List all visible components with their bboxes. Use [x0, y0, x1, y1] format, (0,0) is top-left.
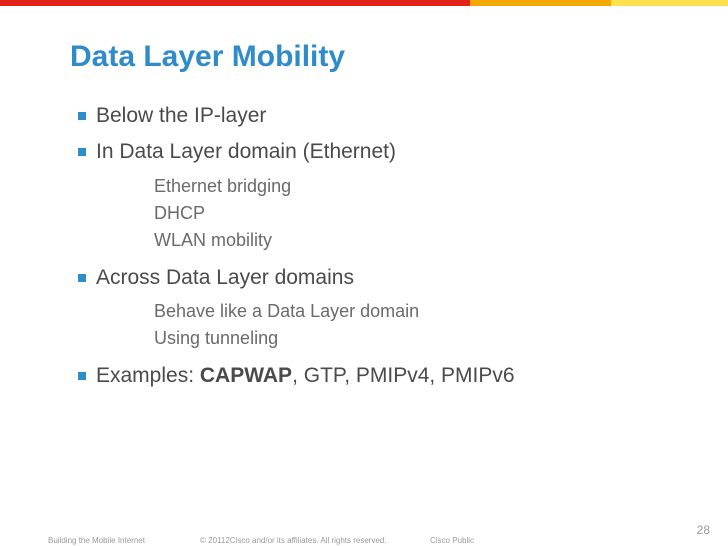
bar-segment-yellow: [611, 0, 728, 6]
footer-classification: Cisco Public: [430, 536, 474, 545]
sub-bullet-item: DHCP: [154, 200, 668, 227]
bullet-text-post: , GTP, PMIPv4, PMIPv6: [292, 364, 515, 387]
sub-bullet-item: Using tunneling: [154, 325, 668, 352]
slide-title: Data Layer Mobility: [70, 40, 668, 74]
bullet-item: Examples: CAPWAP, GTP, PMIPv4, PMIPv6: [70, 362, 668, 390]
bar-segment-orange: [470, 0, 611, 6]
sub-bullet-item: Behave like a Data Layer domain: [154, 298, 668, 325]
bullet-text: Across Data Layer domains: [96, 266, 354, 289]
page-number: 28: [697, 523, 710, 537]
bullet-text: Below the IP-layer: [96, 104, 266, 127]
footer-left-text: Building the Mobile Internet: [48, 536, 145, 545]
bullet-text: In Data Layer domain (Ethernet): [96, 140, 396, 163]
bullet-item: Across Data Layer domains Behave like a …: [70, 264, 668, 352]
bar-segment-red: [0, 0, 470, 6]
sub-bullet-list: Behave like a Data Layer domain Using tu…: [154, 298, 668, 352]
bullet-item: Below the IP-layer: [70, 102, 668, 130]
bullet-text-pre: Examples:: [96, 364, 200, 387]
bullet-list: Below the IP-layer In Data Layer domain …: [70, 102, 668, 390]
bullet-item: In Data Layer domain (Ethernet) Ethernet…: [70, 138, 668, 253]
slide-content: Data Layer Mobility Below the IP-layer I…: [70, 40, 668, 398]
top-accent-bar: [0, 0, 728, 6]
sub-bullet-item: Ethernet bridging: [154, 173, 668, 200]
footer-copyright: © 20112Cisco and/or its affiliates. All …: [200, 536, 387, 545]
sub-bullet-item: WLAN mobility: [154, 227, 668, 254]
bullet-text-bold: CAPWAP: [200, 364, 292, 387]
sub-bullet-list: Ethernet bridging DHCP WLAN mobility: [154, 173, 668, 254]
